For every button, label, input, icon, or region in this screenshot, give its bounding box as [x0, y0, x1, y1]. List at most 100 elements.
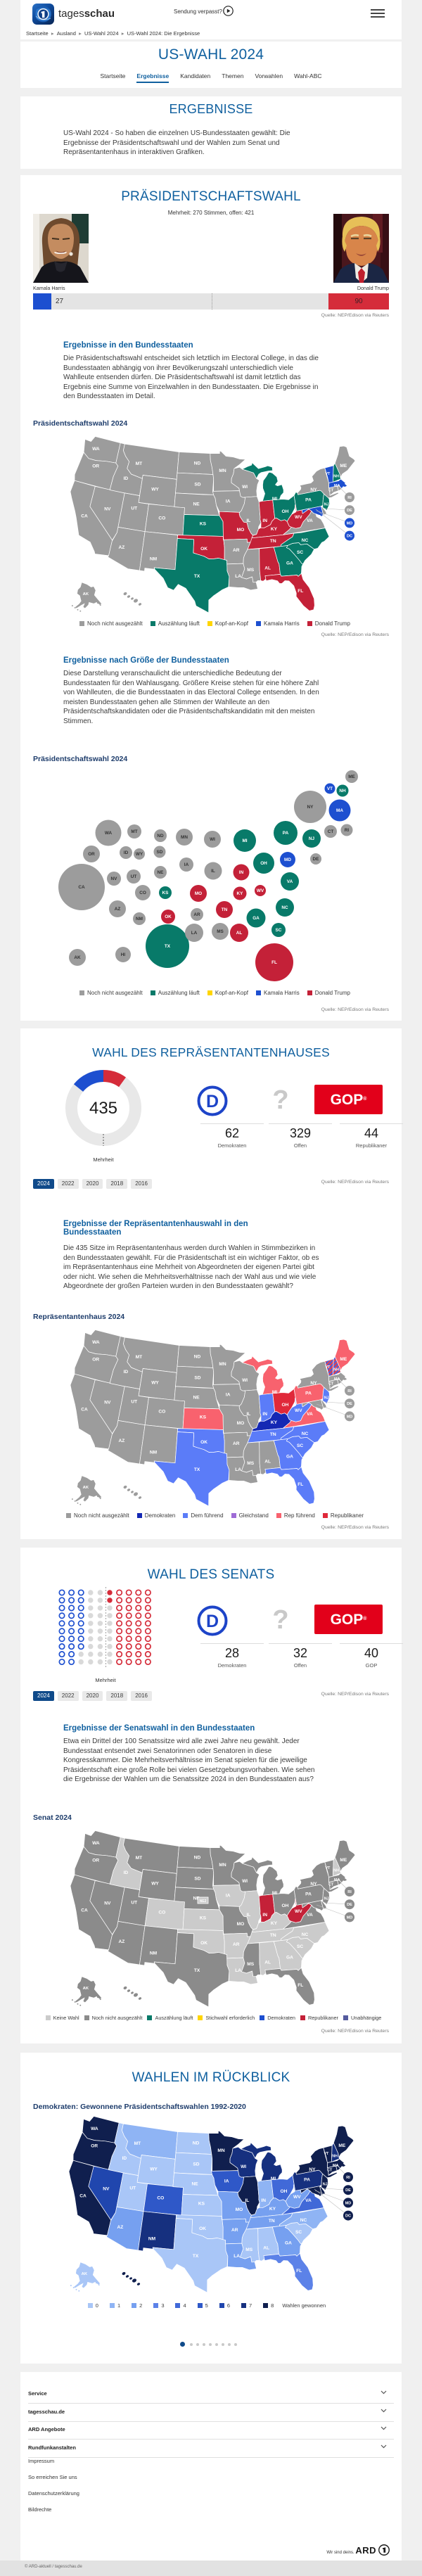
svg-text:MA: MA [334, 484, 340, 488]
svg-text:WY: WY [151, 1882, 159, 1887]
svg-text:NH: NH [333, 1869, 339, 1873]
svg-text:VT: VT [325, 1866, 331, 1870]
svg-text:NV: NV [103, 2187, 110, 2192]
svg-text:GA: GA [286, 561, 293, 566]
svg-text:NE: NE [158, 870, 165, 875]
svg-text:WA: WA [92, 1340, 100, 1345]
svg-text:NC: NC [300, 2218, 307, 2223]
svg-text:WY: WY [151, 487, 159, 492]
svg-text:ND: ND [193, 2141, 200, 2146]
svg-text:DC: DC [345, 2214, 351, 2219]
svg-text:WY: WY [151, 1381, 159, 1386]
svg-text:KY: KY [237, 891, 244, 896]
svg-text:ME: ME [338, 2143, 345, 2148]
svg-text:WV: WV [293, 2195, 301, 2200]
svg-text:NV: NV [111, 876, 118, 881]
svg-text:ID: ID [124, 1870, 129, 1875]
svg-text:NV: NV [104, 1901, 111, 1906]
svg-text:MD: MD [345, 2201, 352, 2205]
svg-text:MO: MO [237, 1421, 245, 1426]
svg-text:PA: PA [305, 498, 312, 503]
svg-text:NJ: NJ [324, 1396, 329, 1401]
svg-text:AK: AK [83, 592, 89, 597]
svg-text:NY: NY [310, 1381, 317, 1386]
svg-text:FL: FL [298, 1983, 303, 1988]
svg-text:UT: UT [131, 1400, 137, 1405]
svg-text:GA: GA [286, 1455, 293, 1460]
svg-text:CA: CA [79, 2193, 87, 2198]
svg-text:WY: WY [136, 852, 143, 857]
svg-text:IN: IN [262, 1913, 267, 1918]
svg-text:MO: MO [237, 528, 245, 533]
svg-text:WI: WI [242, 1879, 248, 1884]
svg-text:AK: AK [74, 955, 81, 960]
svg-text:AR: AR [233, 548, 240, 553]
svg-text:CT: CT [328, 829, 334, 834]
svg-text:ME: ME [340, 464, 347, 468]
svg-text:AK: AK [83, 1486, 89, 1490]
svg-text:MS: MS [247, 1461, 254, 1466]
svg-text:AR: AR [233, 1441, 240, 1446]
svg-text:RI: RI [347, 496, 352, 500]
svg-text:ID: ID [124, 1370, 129, 1375]
svg-text:OK: OK [199, 2226, 206, 2231]
svg-text:MO: MO [236, 2207, 243, 2212]
svg-text:MO: MO [237, 1922, 245, 1927]
svg-text:SD: SD [194, 482, 200, 487]
svg-text:RI: RI [346, 2176, 350, 2180]
svg-text:KS: KS [200, 1916, 207, 1921]
svg-text:AZ: AZ [119, 545, 125, 550]
svg-text:NH: NH [333, 1368, 339, 1372]
svg-text:IL: IL [246, 518, 250, 523]
svg-text:WI: WI [242, 1378, 248, 1383]
svg-text:OR: OR [92, 464, 99, 468]
svg-text:CA: CA [78, 885, 85, 890]
svg-text:WI: WI [241, 2164, 246, 2169]
svg-text:WA: WA [92, 1841, 100, 1846]
svg-text:UT: UT [131, 506, 137, 511]
svg-text:MN: MN [219, 1362, 226, 1367]
svg-text:RI: RI [347, 1890, 352, 1894]
svg-text:AZ: AZ [115, 907, 121, 912]
svg-text:OR: OR [92, 1858, 99, 1863]
svg-text:LA: LA [234, 2254, 240, 2259]
svg-text:NV: NV [104, 507, 111, 512]
svg-text:DE: DE [347, 1402, 352, 1406]
svg-text:FL: FL [296, 2269, 302, 2274]
svg-text:IL: IL [246, 1913, 250, 1918]
svg-text:OK: OK [165, 914, 172, 919]
svg-text:AK: AK [82, 2272, 88, 2276]
svg-text:ND: ND [194, 461, 201, 466]
svg-text:MS: MS [217, 929, 224, 934]
svg-text:IA: IA [226, 1893, 231, 1898]
svg-text:AZ: AZ [119, 1939, 125, 1944]
svg-text:MD: MD [347, 521, 353, 525]
svg-text:WA: WA [91, 2127, 98, 2131]
svg-text:NH: NH [339, 789, 346, 793]
svg-text:VT: VT [325, 472, 331, 476]
svg-text:MA: MA [334, 1878, 340, 1882]
svg-text:IL: IL [211, 869, 215, 874]
svg-text:DE: DE [345, 2188, 351, 2193]
svg-text:CO: CO [158, 1911, 165, 1915]
svg-text:OR: OR [88, 852, 95, 857]
svg-text:MN: MN [217, 2148, 224, 2153]
svg-text:PA: PA [305, 1892, 312, 1897]
svg-text:WI: WI [242, 485, 248, 490]
svg-text:ID: ID [122, 2156, 127, 2161]
svg-text:CO: CO [158, 516, 165, 521]
svg-text:NC: NC [302, 1932, 309, 1937]
svg-text:AZ: AZ [117, 2225, 124, 2230]
svg-text:TN: TN [270, 539, 276, 544]
svg-text:MI: MI [272, 1390, 277, 1395]
svg-text:ID: ID [124, 850, 129, 855]
svg-text:MA: MA [334, 1377, 340, 1382]
svg-text:PA: PA [305, 1391, 312, 1396]
svg-text:TX: TX [194, 1467, 200, 1472]
svg-text:ND: ND [157, 834, 164, 839]
svg-text:VA: VA [305, 2198, 312, 2203]
svg-text:NE: NE [193, 1896, 200, 1901]
svg-text:ND: ND [194, 1856, 201, 1861]
svg-text:IL: IL [246, 1412, 250, 1417]
svg-text:AL: AL [264, 566, 271, 570]
